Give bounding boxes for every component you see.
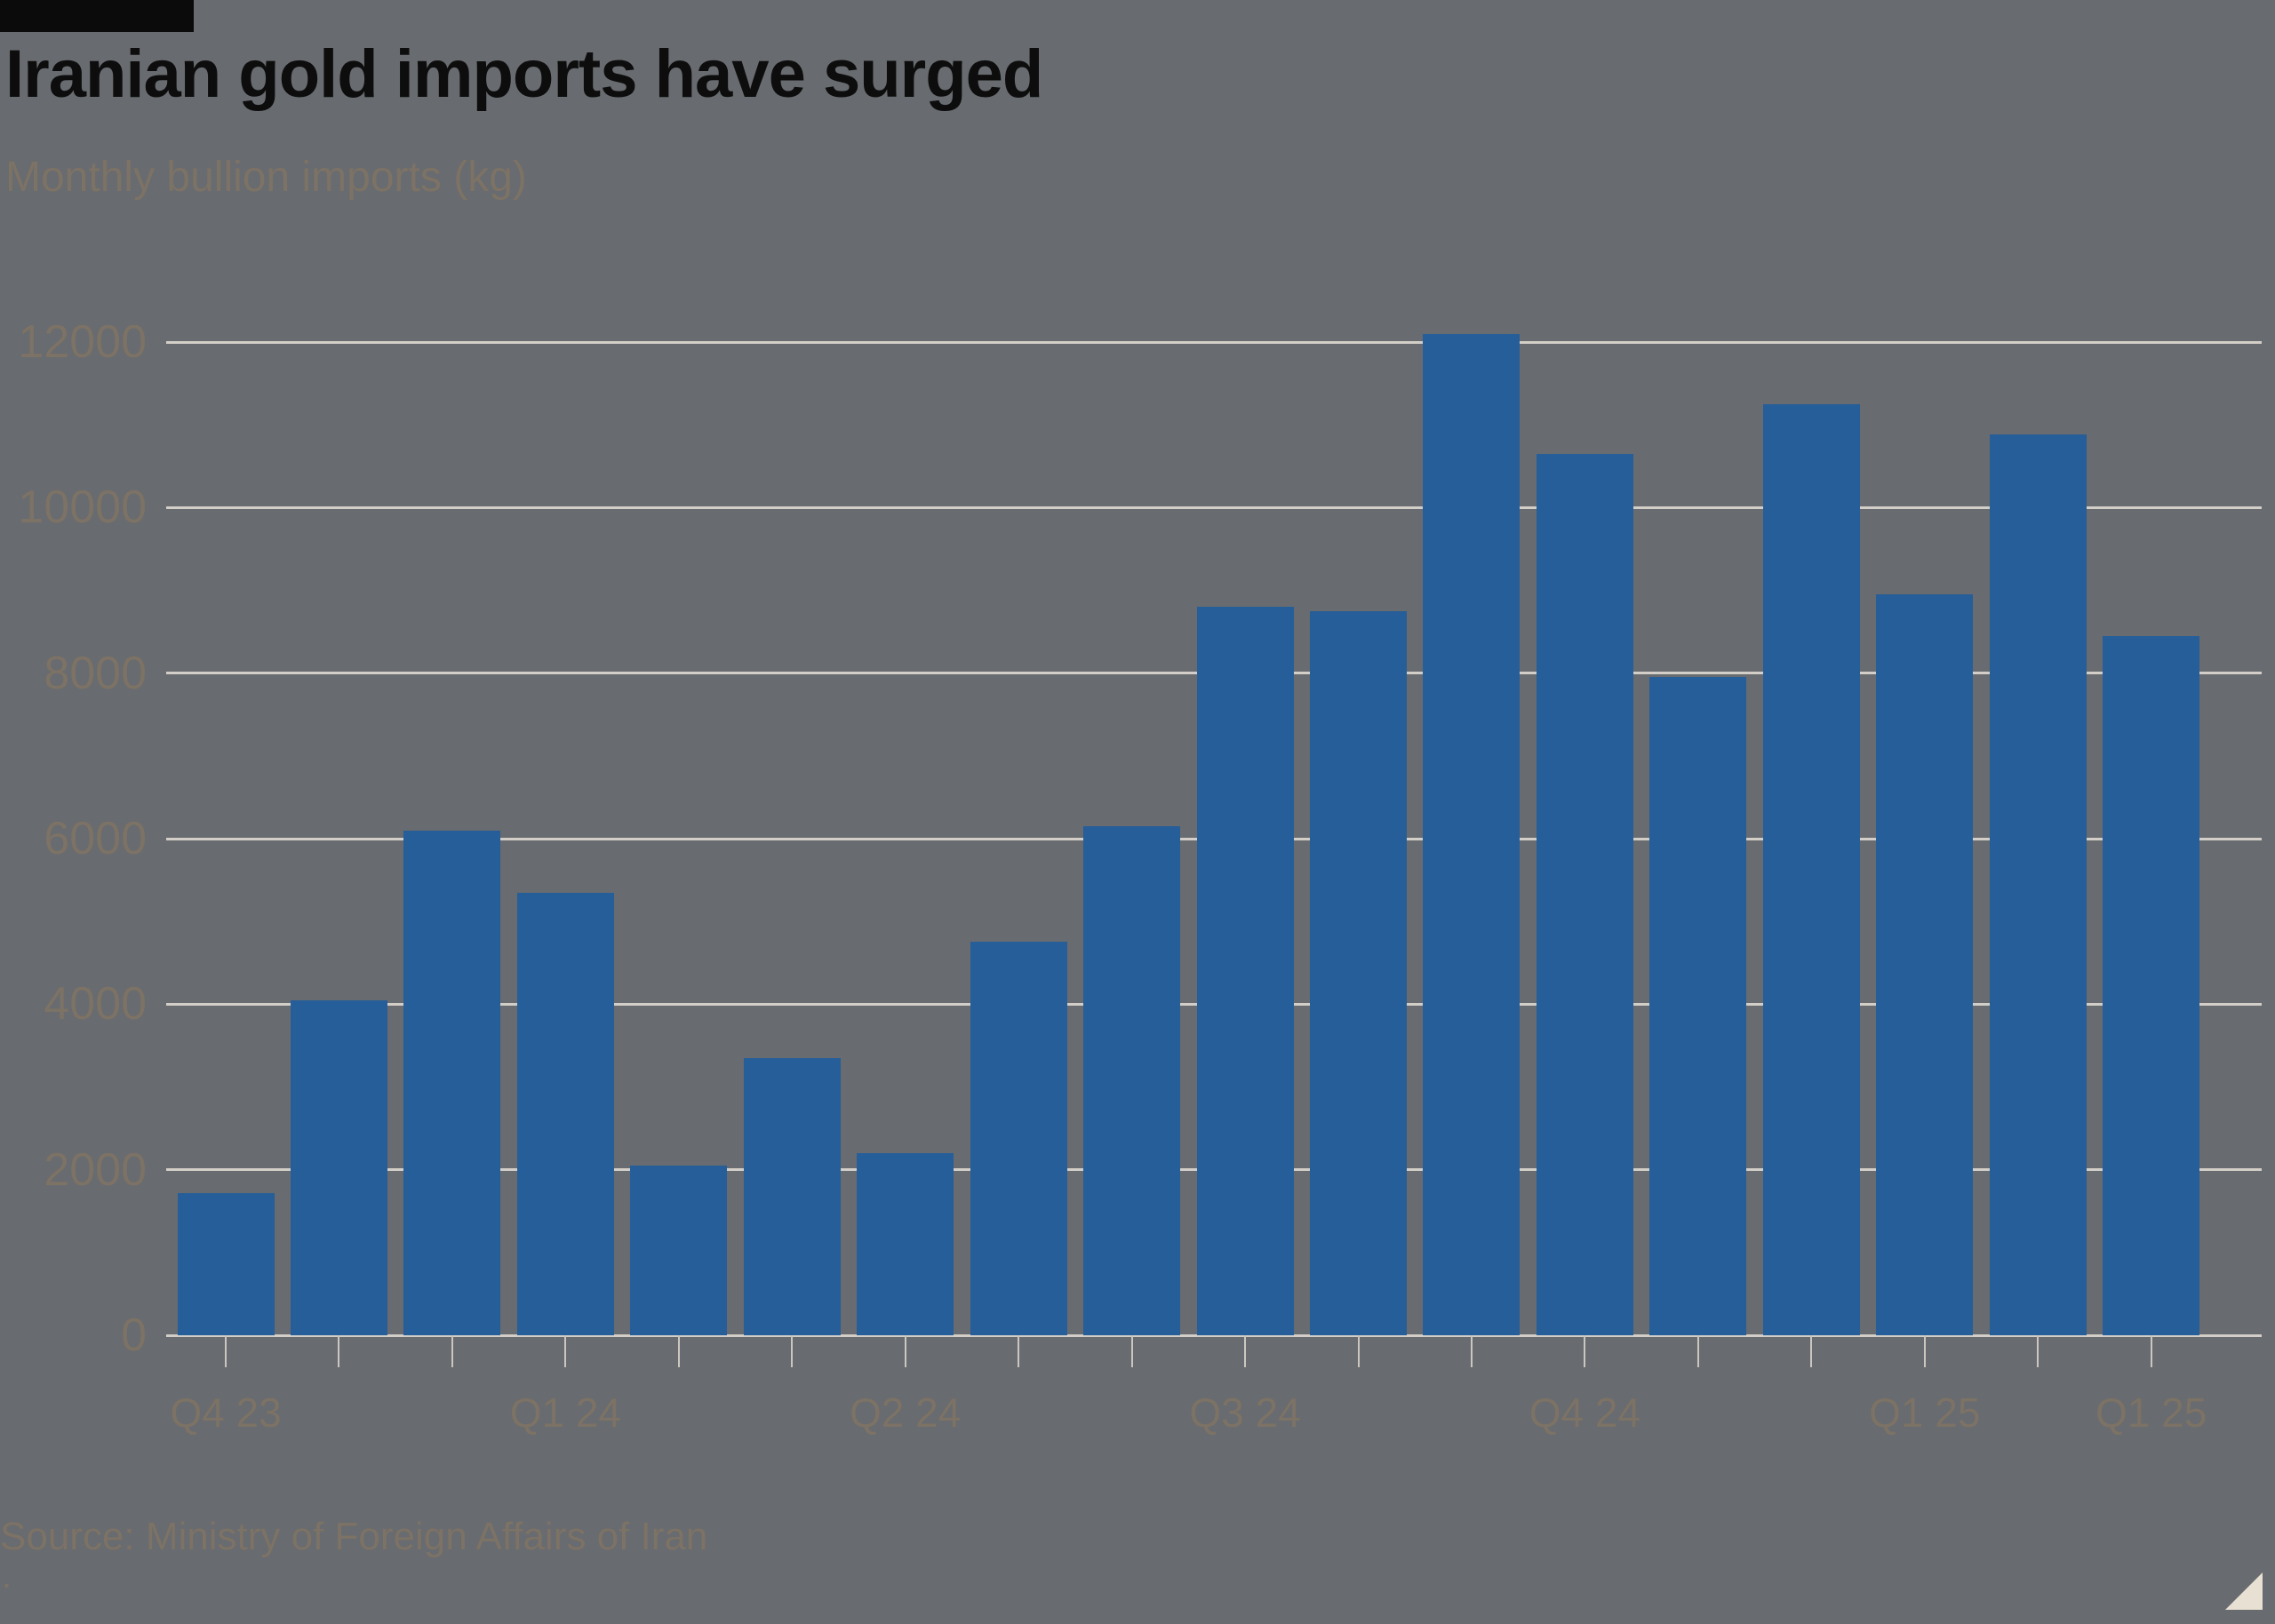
x-axis-tick-4 [564, 1335, 567, 1367]
bar-month-17 [1989, 434, 2087, 1335]
x-axis-label-q4-24-b12: Q4 24 [1529, 1389, 1641, 1436]
bar-month-8 [970, 942, 1067, 1335]
bar-month-6 [743, 1057, 841, 1335]
y-axis-label-6000: 6000 [44, 813, 147, 864]
x-axis-tick-11 [1357, 1335, 1360, 1367]
x-axis-tick-8 [1018, 1335, 1020, 1367]
chart-subtitle: Monthly bullion imports (kg) [5, 154, 527, 201]
gridline-12000 [166, 340, 2262, 344]
x-axis-tick-1 [225, 1335, 227, 1367]
x-axis-tick-18 [2150, 1335, 2152, 1367]
chart-title: Iranian gold imports have surged [5, 36, 1043, 112]
bar-month-12 [1423, 333, 1521, 1335]
x-axis-label-q1-24-b3: Q1 24 [509, 1389, 621, 1436]
x-axis-label-q3-24-b9: Q3 24 [1189, 1389, 1301, 1436]
expand-icon[interactable] [2225, 1572, 2263, 1610]
source-label: Source: Ministry of Foreign Affairs of I… [0, 1515, 708, 1558]
x-axis-tick-5 [677, 1335, 680, 1367]
bar-month-5 [630, 1166, 728, 1335]
bar-month-2 [290, 999, 387, 1335]
bar-month-15 [1762, 403, 1860, 1335]
x-axis-tick-6 [791, 1335, 794, 1367]
y-axis-label-0: 0 [121, 1310, 147, 1361]
x-axis-label-q4-23-b0: Q4 23 [170, 1389, 282, 1436]
y-axis-label-12000: 12000 [18, 316, 147, 368]
x-axis-label-q1-25-b17: Q1 25 [2095, 1389, 2207, 1436]
bar-month-7 [857, 1153, 954, 1335]
x-axis-tick-15 [1810, 1335, 1813, 1367]
title-flag-bar [0, 0, 194, 32]
bar-month-18 [2103, 635, 2200, 1335]
gridline-0 [166, 1333, 2262, 1337]
bar-month-14 [1649, 677, 1747, 1335]
bar-month-4 [516, 892, 614, 1335]
x-axis-tick-12 [1470, 1335, 1473, 1367]
y-axis-label-4000: 4000 [44, 978, 147, 1031]
y-axis-label-2000: 2000 [44, 1143, 147, 1196]
bar-month-13 [1536, 453, 1633, 1335]
x-axis-tick-17 [2037, 1335, 2040, 1367]
footnote-dot: . [2, 1556, 12, 1596]
bar-month-10 [1196, 607, 1294, 1335]
x-axis-tick-2 [338, 1335, 340, 1367]
x-axis-label-q1-25-b15: Q1 25 [1869, 1389, 1981, 1436]
y-axis-label-10000: 10000 [18, 482, 147, 534]
bar-month-11 [1310, 610, 1407, 1335]
y-axis-label-8000: 8000 [44, 647, 147, 699]
x-axis-tick-16 [1923, 1335, 1926, 1367]
x-axis-tick-7 [904, 1335, 906, 1367]
x-axis-tick-14 [1696, 1335, 1699, 1367]
x-axis-tick-9 [1130, 1335, 1133, 1367]
x-axis-tick-10 [1244, 1335, 1247, 1367]
bar-month-1 [177, 1192, 275, 1335]
x-axis-label-q2-24-b6: Q2 24 [850, 1389, 962, 1436]
x-axis-tick-13 [1584, 1335, 1586, 1367]
gridline-10000 [166, 506, 2262, 509]
x-axis-tick-3 [451, 1335, 453, 1367]
bar-month-16 [1876, 594, 1974, 1335]
bar-month-3 [403, 830, 501, 1335]
bar-month-9 [1083, 826, 1181, 1335]
